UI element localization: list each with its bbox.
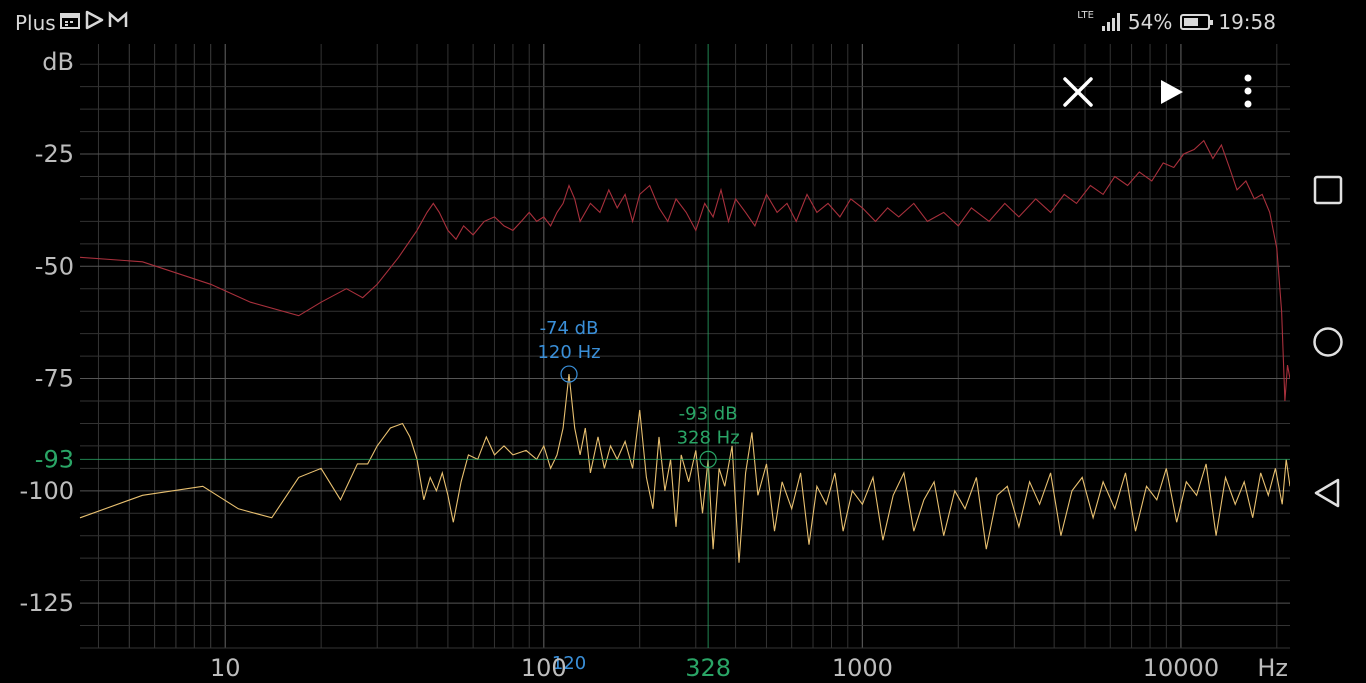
- square-icon: [1313, 175, 1343, 205]
- marker-hz-label: 120 Hz: [537, 342, 600, 363]
- status-right: LTE 54% 19:58: [1077, 10, 1276, 34]
- status-left: Plus: [15, 10, 128, 36]
- spectrum-chart[interactable]: -74 dB 120 Hz -93 dB 328 Hz 120 328 -93 -25 -50…: [0, 0, 1290, 683]
- signal-icon: [1101, 13, 1120, 31]
- x-tick-label: 100: [521, 654, 567, 682]
- recents-button[interactable]: [1312, 174, 1344, 206]
- system-nav-bar: [1290, 0, 1366, 683]
- more-vert-icon: [1244, 74, 1252, 108]
- gmail-icon: [108, 11, 128, 35]
- y-tick-label: -50: [35, 252, 74, 280]
- home-button[interactable]: [1312, 326, 1344, 358]
- battery-fill: [1184, 18, 1199, 26]
- marker-point: [699, 450, 717, 468]
- play-icon: [1161, 80, 1183, 104]
- clock: 19:58: [1218, 10, 1276, 34]
- y-tick-label: -75: [35, 365, 74, 393]
- marker-point: [560, 365, 578, 383]
- chart-series: [79, 139, 1290, 563]
- play-button[interactable]: [1150, 70, 1194, 114]
- more-options-button[interactable]: [1226, 70, 1270, 114]
- marker-x-axis-label: 120: [552, 653, 586, 674]
- close-button[interactable]: [1056, 70, 1100, 114]
- circle-icon: [1313, 327, 1343, 357]
- series-line: [79, 139, 1290, 402]
- x-tick-label: 10000: [1143, 654, 1219, 682]
- plot-area: [80, 44, 1290, 648]
- x-tick-label: 1000: [832, 654, 893, 682]
- y-axis-unit-label: dB: [42, 48, 74, 76]
- y-tick-label: -100: [20, 477, 74, 505]
- series-line: [79, 374, 1290, 563]
- marker-y-axis-label: -93: [35, 445, 74, 473]
- back-button[interactable]: [1312, 477, 1344, 509]
- marker-db-label: -93 dB: [679, 403, 738, 424]
- x-axis-unit-label: Hz: [1257, 654, 1288, 682]
- battery-icon: [1180, 14, 1214, 30]
- x-tick-label: 10: [210, 654, 241, 682]
- status-bar: Plus LTE 54% 19:58: [0, 0, 1290, 44]
- y-tick-label: -25: [35, 140, 74, 168]
- battery-percent: 54%: [1127, 10, 1173, 34]
- chart-axes: 120 328 -93 -25 -50 -75 -100 -125 10 100 1000 10000…: [20, 48, 1288, 682]
- close-icon: [1063, 77, 1093, 107]
- marker-x-axis-label: 328: [685, 654, 731, 682]
- triangle-back-icon: [1314, 478, 1340, 508]
- calendar-icon: [59, 11, 80, 35]
- marker-db-label: -74 dB: [540, 318, 599, 339]
- y-tick-label: -125: [20, 589, 74, 617]
- chart-grid: [80, 44, 1290, 649]
- marker-hz-label: 328 Hz: [677, 427, 740, 448]
- carrier-label: Plus: [15, 11, 56, 35]
- network-type: LTE: [1077, 10, 1094, 21]
- chart-markers: -74 dB 120 Hz -93 dB 328 Hz: [80, 44, 1290, 648]
- play-store-icon: [84, 10, 104, 36]
